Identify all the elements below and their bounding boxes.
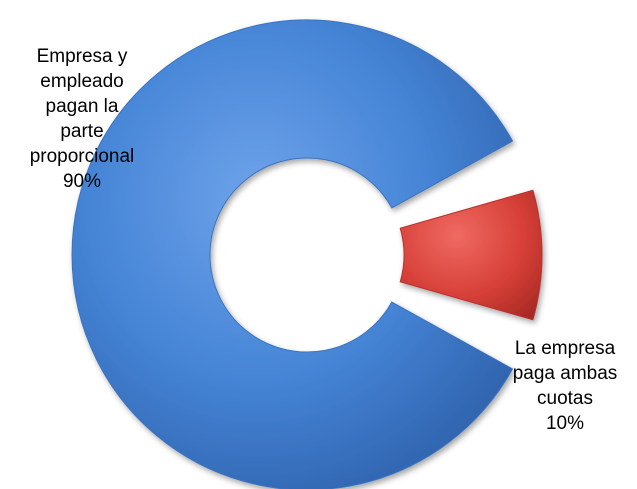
slice-value-label: 10% <box>545 413 585 434</box>
slice-empresa-y-empleado <box>71 19 514 489</box>
slice-value-label: 90% <box>62 171 102 192</box>
slice-label-la-empresa: La empresa paga ambas cuotas 10% <box>500 336 630 436</box>
slice-label-empresa-y-empleado: Empresa y empleado pagan la parte propor… <box>8 44 156 194</box>
slice-la-empresa <box>399 189 543 321</box>
